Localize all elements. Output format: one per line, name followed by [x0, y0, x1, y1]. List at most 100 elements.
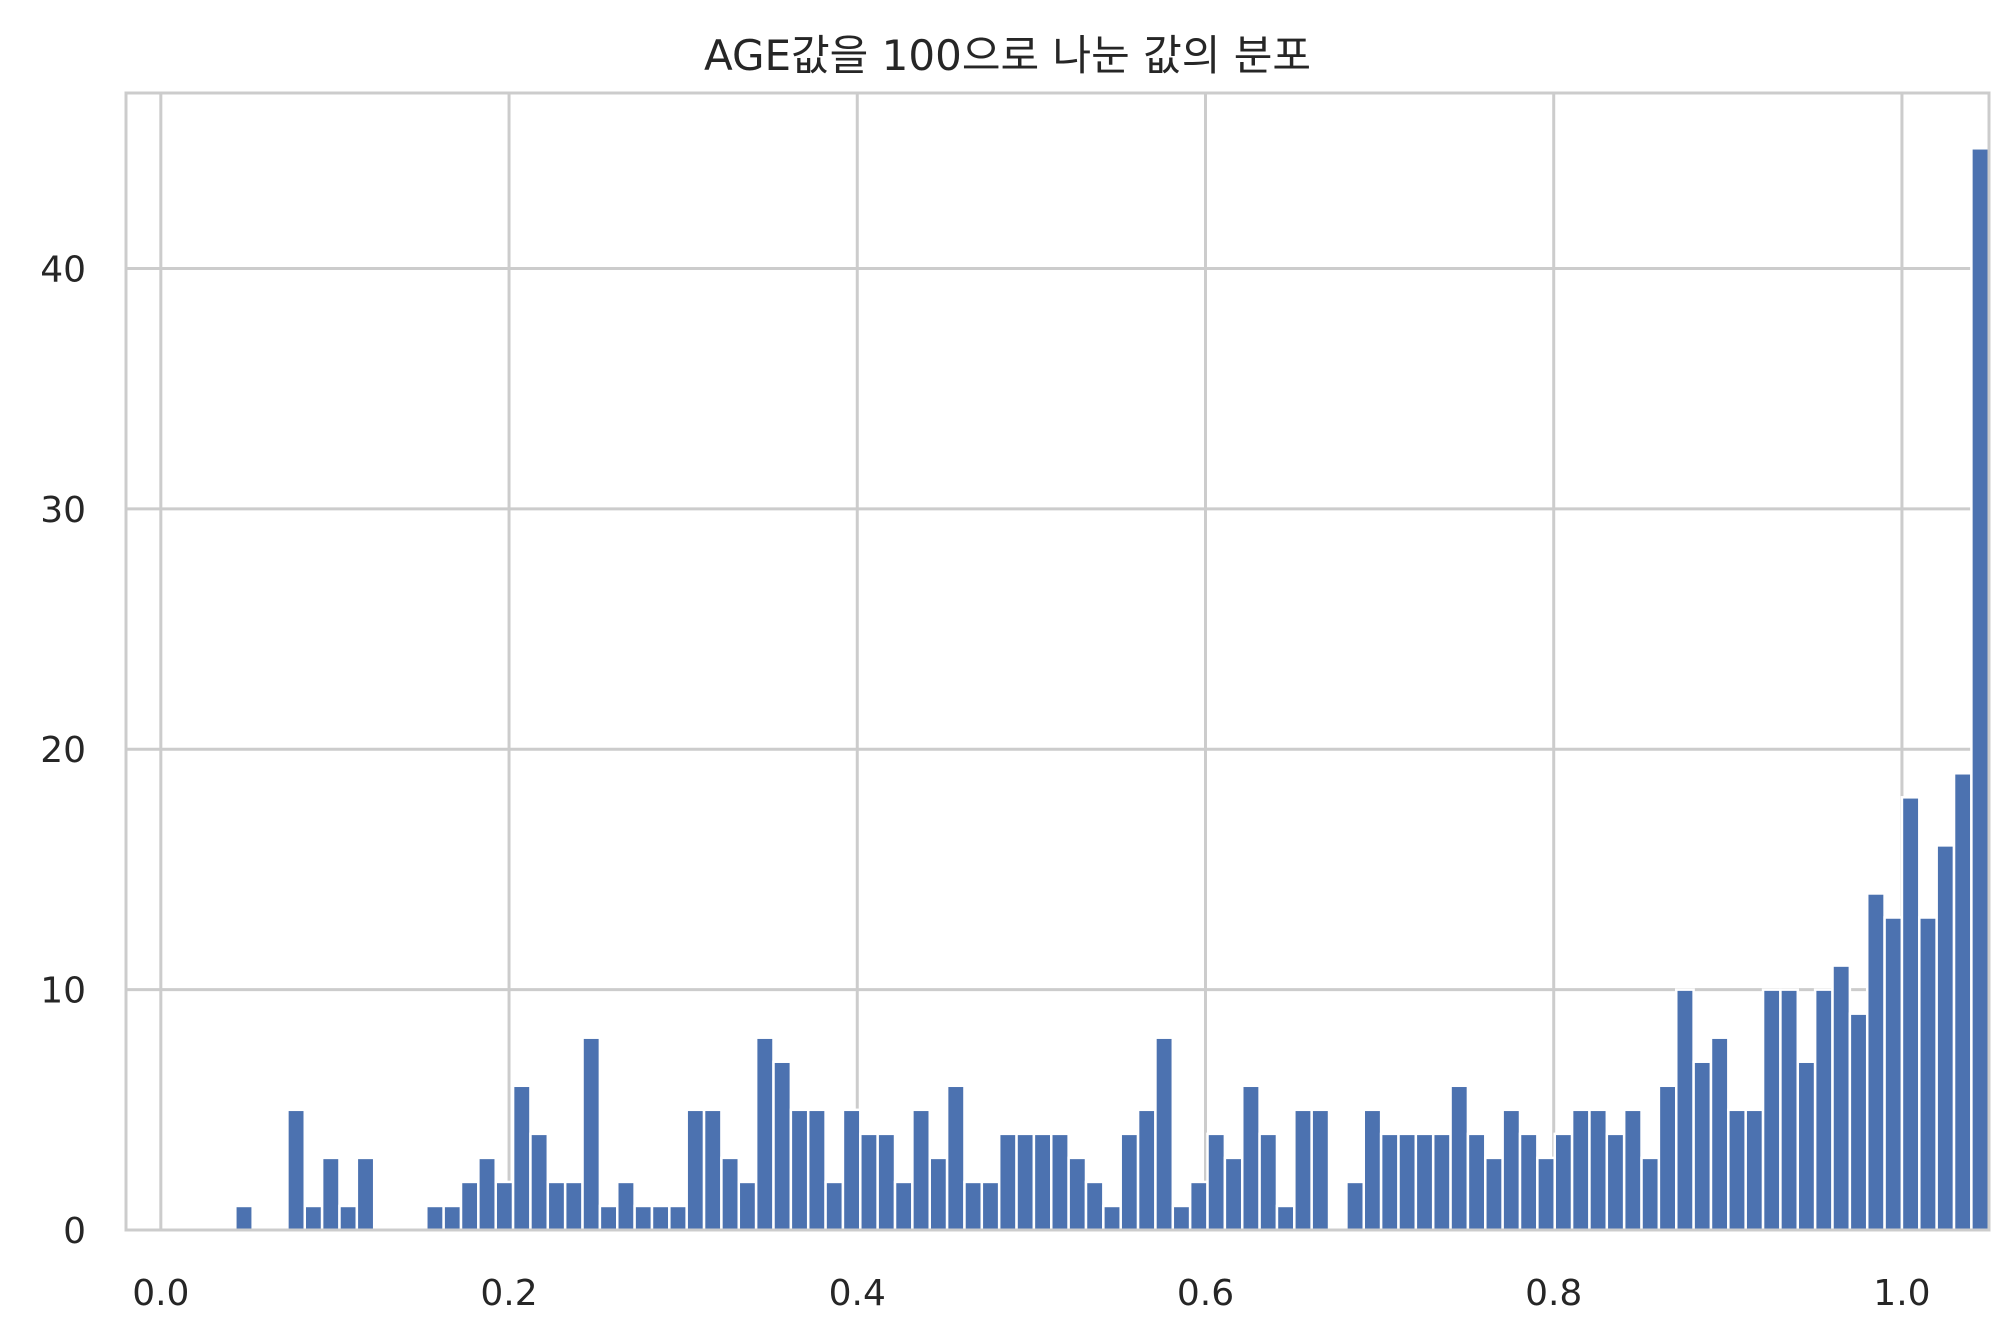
histogram-bar — [616, 1180, 636, 1232]
histogram-bar — [1345, 1180, 1366, 1232]
y-tick-label: 20 — [40, 730, 86, 771]
histogram-bar — [529, 1132, 550, 1232]
histogram-bar — [1188, 1180, 1209, 1232]
histogram-bar — [581, 1036, 602, 1232]
histogram-bar — [1744, 1108, 1765, 1232]
x-tick-label: 0.0 — [132, 1273, 189, 1314]
histogram-bar — [1484, 1156, 1504, 1232]
histogram-bar — [1813, 988, 1834, 1232]
histogram-bar — [1501, 1108, 1522, 1232]
histogram-bar — [303, 1204, 324, 1232]
histogram-bar — [1518, 1132, 1539, 1232]
histogram-bar — [1570, 1108, 1591, 1232]
histogram-bar — [668, 1204, 688, 1232]
histogram-bar — [1084, 1180, 1105, 1232]
histogram-bar — [1067, 1156, 1088, 1232]
plot-frame — [124, 91, 1991, 1232]
y-tick-label: 30 — [40, 490, 86, 531]
histogram-bar — [1102, 1204, 1122, 1232]
histogram-bar — [824, 1180, 845, 1232]
histogram-bar — [1171, 1204, 1192, 1232]
histogram-bar — [546, 1180, 567, 1232]
histogram-bar — [459, 1180, 480, 1232]
histogram-bar — [1015, 1132, 1036, 1232]
histogram-bar — [1240, 1084, 1261, 1232]
histogram-bar — [702, 1108, 723, 1232]
histogram-bar — [685, 1108, 706, 1232]
grid-lines — [126, 93, 1989, 1232]
histogram-bar — [1431, 1132, 1452, 1232]
histogram-bar — [1553, 1132, 1574, 1232]
y-tick-label: 40 — [40, 249, 86, 290]
histogram-bar — [1709, 1036, 1730, 1232]
histogram-bar — [1275, 1204, 1296, 1232]
histogram-bar — [1466, 1132, 1487, 1232]
histogram-bar — [511, 1084, 532, 1232]
histogram-bar — [1154, 1036, 1175, 1232]
histogram-bar — [320, 1156, 341, 1232]
histogram-bar — [1779, 988, 1800, 1232]
histogram-bar — [1692, 1060, 1713, 1232]
histogram-bar — [1032, 1132, 1053, 1232]
histogram-bar — [1536, 1156, 1556, 1232]
histogram-bar — [477, 1156, 497, 1232]
chart-title: AGE값을 100으로 나눈 값의 분포 — [703, 31, 1312, 80]
histogram-bar — [1935, 844, 1956, 1232]
histogram-bar — [1206, 1132, 1227, 1232]
y-tick-label: 10 — [40, 971, 86, 1012]
histogram-bar — [911, 1108, 931, 1232]
histogram-bar — [563, 1180, 584, 1232]
histogram-bar — [720, 1156, 741, 1232]
histogram-bar — [737, 1180, 758, 1232]
histogram-bar — [286, 1108, 307, 1232]
histogram-bar — [633, 1204, 654, 1232]
histogram-bar — [1379, 1132, 1400, 1232]
histogram-bar — [1900, 796, 1921, 1232]
histogram-bar — [598, 1204, 619, 1232]
histogram-bar — [1640, 1156, 1661, 1232]
histogram-bar — [1727, 1108, 1747, 1232]
x-tick-label: 1.0 — [1873, 1273, 1930, 1314]
histogram-bar — [425, 1204, 445, 1232]
histogram-bar — [1831, 964, 1852, 1232]
histogram-bar — [650, 1204, 671, 1232]
x-axis-ticks: 0.0 0.2 0.4 0.6 0.8 1.0 — [132, 1273, 1930, 1314]
histogram-bar — [945, 1084, 966, 1232]
histogram-bars — [234, 147, 1990, 1232]
histogram-bar — [1223, 1156, 1244, 1232]
histogram-bar — [234, 1204, 254, 1232]
histogram-bar — [1970, 147, 1990, 1232]
histogram-bar — [1397, 1132, 1418, 1232]
histogram-bar — [754, 1036, 775, 1232]
histogram-bar — [841, 1108, 862, 1232]
histogram-bar — [1293, 1108, 1313, 1232]
histogram-bar — [963, 1180, 984, 1232]
histogram-bar — [1952, 772, 1973, 1232]
histogram-bar — [338, 1204, 359, 1232]
y-tick-label: 0 — [63, 1211, 86, 1252]
histogram-bar — [1865, 892, 1886, 1232]
histogram-bar — [1449, 1084, 1470, 1232]
histogram-bar — [1622, 1108, 1643, 1232]
histogram-bar — [1258, 1132, 1279, 1232]
histogram-bar — [928, 1156, 949, 1232]
y-axis-ticks: 0 10 20 30 40 — [40, 249, 86, 1252]
histogram-bar — [806, 1108, 827, 1232]
histogram-bar — [1657, 1084, 1678, 1232]
histogram-bar — [1848, 1012, 1869, 1232]
histogram-bar — [1796, 1060, 1817, 1232]
histogram-bar — [772, 1060, 793, 1232]
histogram-bar — [859, 1132, 879, 1232]
histogram-bar — [1605, 1132, 1626, 1232]
histogram-bar — [355, 1156, 376, 1232]
histogram-bar — [1761, 988, 1782, 1232]
histogram-bar — [1136, 1108, 1157, 1232]
histogram-bar — [893, 1180, 914, 1232]
histogram-bar — [1362, 1108, 1383, 1232]
histogram-bar — [442, 1204, 463, 1232]
histogram-bar — [1883, 916, 1904, 1232]
histogram-bar — [1588, 1108, 1609, 1232]
histogram-bar — [1675, 988, 1695, 1232]
histogram-bar — [789, 1108, 810, 1232]
